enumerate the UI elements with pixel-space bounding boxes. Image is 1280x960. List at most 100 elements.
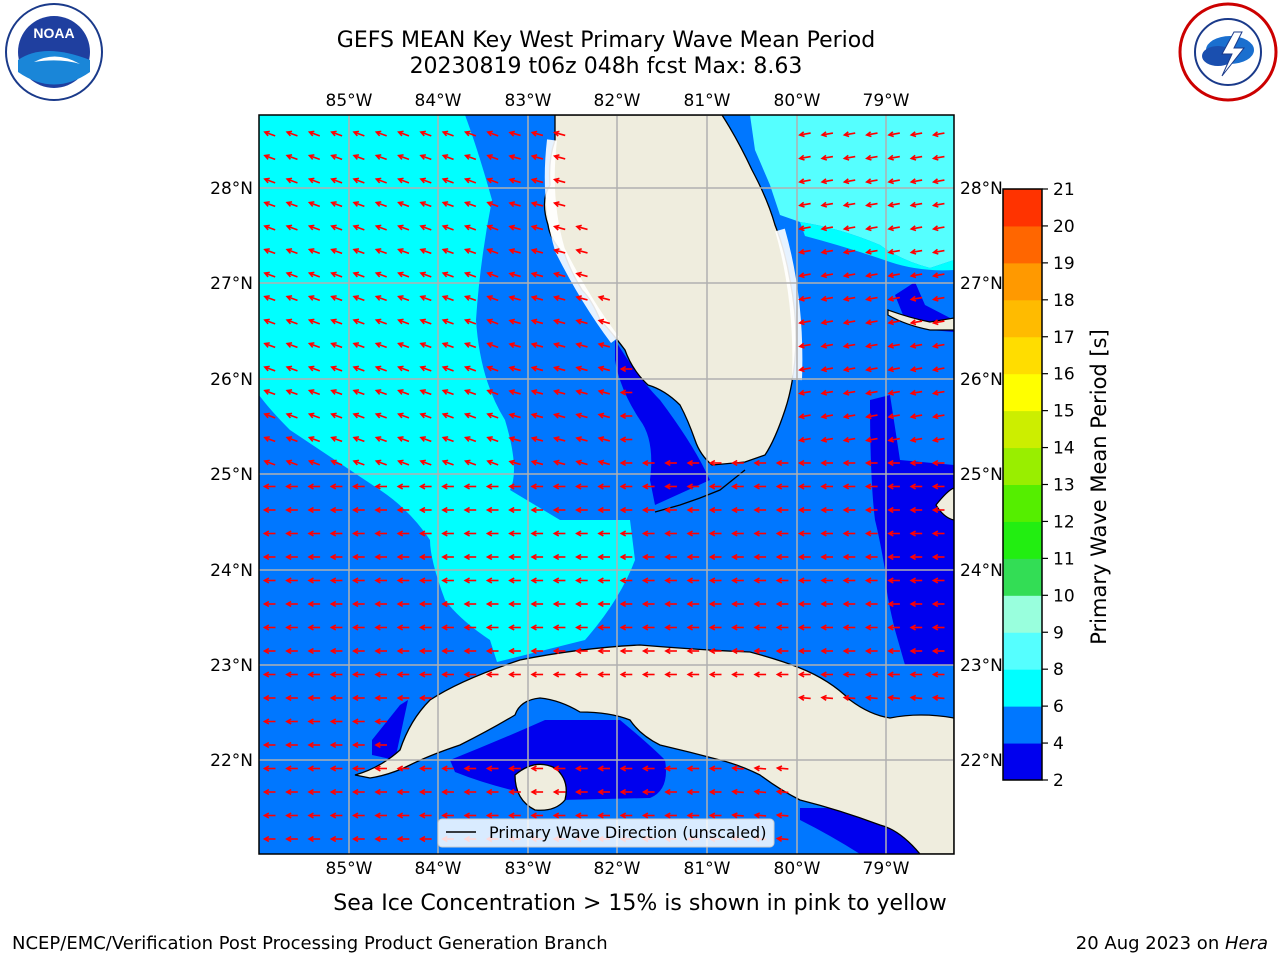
wave-arrow — [552, 600, 566, 608]
wave-arrow — [329, 741, 343, 749]
wave-arrow — [530, 154, 544, 161]
wave-arrow — [396, 671, 410, 678]
wave-arrow — [552, 765, 566, 772]
wave-arrow — [864, 483, 878, 490]
wave-arrow — [552, 271, 566, 278]
wave-arrow — [374, 412, 387, 419]
wave-arrow — [307, 506, 321, 514]
wave-arrow — [552, 154, 566, 161]
wave-arrow — [419, 342, 432, 349]
wave-arrow — [887, 248, 900, 255]
wave-arrow — [463, 647, 477, 655]
wave-arrow — [909, 413, 923, 420]
wave-arrow — [530, 483, 544, 490]
lon-label-bottom: 85°W — [326, 859, 373, 879]
wave-arrow — [374, 835, 387, 843]
wave-arrow — [619, 530, 633, 537]
wave-arrow — [575, 530, 588, 537]
wave-arrow — [887, 506, 900, 514]
lat-label-left: 28°N — [210, 179, 253, 199]
wave-arrow — [931, 389, 945, 396]
wave-arrow — [887, 530, 900, 537]
colorbar-tick-label: 13 — [1053, 476, 1075, 496]
wave-arrow — [263, 295, 276, 302]
wave-arrow — [374, 295, 387, 302]
wave-arrow — [731, 600, 744, 608]
wave-arrow — [865, 201, 878, 208]
wave-arrow — [263, 318, 276, 325]
wave-arrow — [641, 506, 655, 514]
wave-arrow — [307, 553, 321, 561]
wave-arrow — [842, 624, 856, 631]
wave-arrow — [864, 600, 878, 608]
wave-arrow — [307, 483, 321, 490]
wave-arrow — [396, 788, 410, 796]
wave-arrow — [508, 600, 521, 608]
wave-arrow — [485, 788, 499, 796]
wave-arrow — [441, 788, 454, 796]
colorbar-tick-label: 20 — [1053, 217, 1075, 237]
wave-arrow — [485, 577, 499, 584]
wave-arrow — [441, 812, 454, 819]
wave-arrow — [708, 624, 722, 631]
wave-arrow — [418, 788, 432, 796]
colorbar-segment — [1003, 189, 1042, 227]
wave-arrow — [352, 412, 365, 419]
wave-arrow — [597, 365, 611, 372]
wave-arrow — [397, 342, 410, 349]
wave-arrow — [775, 812, 789, 819]
wave-arrow — [820, 600, 833, 608]
wave-arrow — [887, 647, 900, 655]
wave-arrow — [485, 765, 499, 772]
wave-arrow — [575, 553, 588, 561]
wave-arrow — [419, 365, 432, 372]
wave-arrow — [753, 788, 767, 795]
wave-arrow — [329, 506, 343, 514]
wave-arrow — [441, 600, 454, 608]
chart-subtitle: 20230819 t06z 048h fcst Max: 8.63 — [409, 54, 803, 79]
wave-arrow — [463, 436, 477, 443]
wave-arrow — [909, 178, 923, 185]
wave-arrow — [597, 577, 610, 584]
wave-arrow — [352, 436, 365, 443]
wave-arrow — [285, 577, 298, 584]
wave-arrow — [419, 318, 432, 325]
wave-arrow — [374, 765, 387, 772]
wave-arrow — [530, 506, 544, 514]
wave-arrow — [753, 553, 767, 561]
wave-arrow — [329, 530, 343, 537]
wave-arrow — [307, 412, 321, 419]
lat-label-left: 24°N — [210, 561, 253, 581]
colorbar-tick-label: 8 — [1053, 660, 1064, 680]
colorbar-tick-label: 12 — [1053, 512, 1075, 532]
wave-arrow — [842, 248, 856, 255]
wave-arrow — [530, 671, 544, 678]
wave-arrow — [418, 835, 432, 843]
wave-arrow — [597, 412, 611, 419]
wave-arrow — [820, 577, 833, 584]
wave-arrow — [842, 600, 856, 608]
nws-logo-icon — [1178, 2, 1278, 102]
wave-arrow — [686, 765, 700, 772]
wave-arrow — [753, 600, 767, 608]
wave-arrow — [552, 248, 566, 255]
wave-arrow — [530, 130, 544, 137]
wave-arrow — [530, 365, 544, 372]
wave-arrow — [619, 483, 633, 490]
wave-arrow — [820, 389, 834, 396]
wave-arrow — [419, 295, 432, 302]
wave-arrow — [262, 765, 276, 772]
wave-arrow — [798, 483, 811, 490]
wave-arrow — [664, 765, 677, 772]
wave-arrow — [798, 201, 811, 208]
wave-arrow — [307, 788, 321, 796]
wave-arrow — [798, 459, 811, 467]
wave-arrow — [708, 483, 722, 490]
wave-arrow — [441, 530, 454, 537]
wave-arrow — [463, 459, 477, 466]
ocean-pale-region — [750, 115, 954, 268]
wave-arrow — [864, 694, 878, 701]
wave-arrow — [352, 553, 365, 561]
wave-arrow — [820, 647, 833, 655]
wave-arrow — [575, 459, 588, 466]
